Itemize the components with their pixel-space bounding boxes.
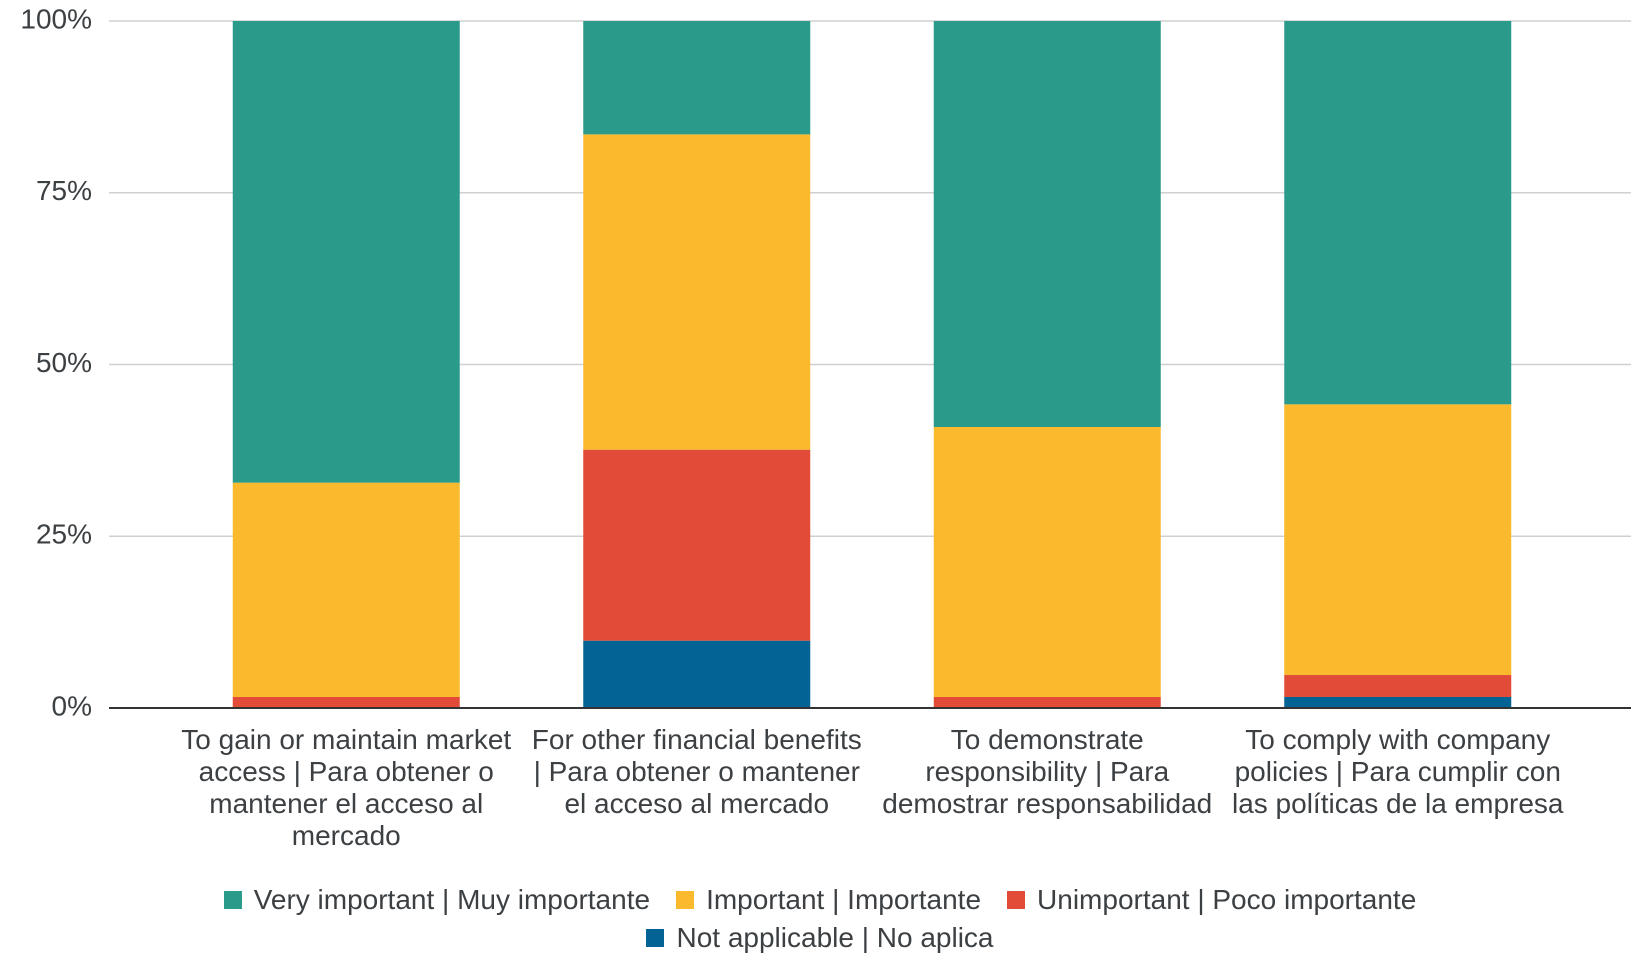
legend-swatch [223,891,242,909]
y-tick-label: 100% [20,3,92,34]
bar-segment [232,21,460,483]
bar-segment [583,449,811,641]
bar-segment [1284,404,1512,676]
legend-swatch [646,929,665,947]
legend-item: Important | Importante [676,884,981,916]
bar-segment [1284,697,1512,708]
x-tick-label: To comply with company policies | Para c… [1231,724,1564,819]
bar-segment [583,21,811,135]
bar-segment [232,482,460,698]
legend: Very important | Muy importante Important… [120,884,1520,954]
x-tick-label: To demonstrate responsibility | Para dem… [882,724,1213,819]
bar-segment [933,21,1161,428]
bar-segment [933,697,1161,708]
bar-segment [1284,675,1512,698]
legend-item: Not applicable | No aplica [646,922,994,954]
legend-label: Important | Importante [706,884,982,915]
legend-label: Unimportant | Poco importante [1037,884,1417,915]
x-tick-label: For other financial benefits | Para obte… [531,724,862,819]
bar-segment [583,134,811,450]
legend-item: Unimportant | Poco importante [1007,884,1416,916]
legend-label: Not applicable | No aplica [676,922,994,953]
y-tick-label: 50% [36,347,92,378]
legend-swatch [676,891,695,909]
y-tick-label: 75% [36,175,92,206]
bar-segment [232,697,460,708]
x-tick-label: To gain or maintain market access | Para… [181,724,512,851]
legend-label: Very important | Muy importante [253,884,651,915]
y-tick-label: 25% [36,519,92,550]
bar-segment [1284,21,1512,405]
legend-item: Very important | Muy importante [223,884,651,916]
y-tick-label: 0% [52,690,92,721]
bar-segment [933,427,1161,698]
bar-segment [583,640,811,708]
legend-swatch [1007,891,1026,909]
